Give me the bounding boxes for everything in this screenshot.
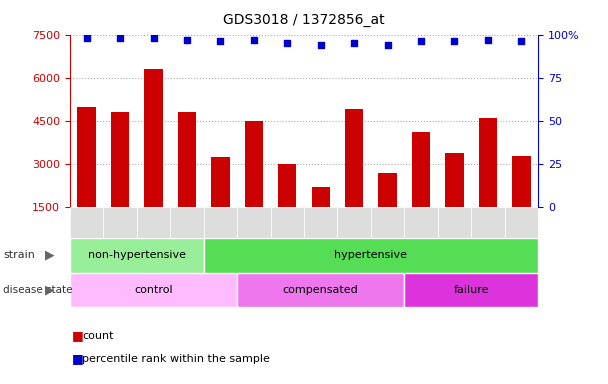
FancyBboxPatch shape xyxy=(137,207,170,238)
FancyBboxPatch shape xyxy=(70,273,237,307)
Point xyxy=(215,38,225,45)
Bar xyxy=(445,153,464,250)
Text: ▶: ▶ xyxy=(45,283,55,296)
Bar xyxy=(311,187,330,250)
Text: GDS3018 / 1372856_at: GDS3018 / 1372856_at xyxy=(223,13,385,27)
Point xyxy=(349,40,359,46)
FancyBboxPatch shape xyxy=(237,273,404,307)
FancyBboxPatch shape xyxy=(337,207,371,238)
Bar xyxy=(412,132,430,250)
FancyBboxPatch shape xyxy=(471,207,505,238)
Point xyxy=(282,40,292,46)
FancyBboxPatch shape xyxy=(170,207,204,238)
Text: ■: ■ xyxy=(72,353,83,366)
Bar xyxy=(77,107,96,250)
Bar xyxy=(345,109,364,250)
Text: count: count xyxy=(82,331,114,341)
FancyBboxPatch shape xyxy=(103,207,137,238)
FancyBboxPatch shape xyxy=(371,207,404,238)
Point xyxy=(517,38,527,45)
FancyBboxPatch shape xyxy=(237,207,271,238)
Text: percentile rank within the sample: percentile rank within the sample xyxy=(82,354,270,364)
Bar xyxy=(278,164,297,250)
FancyBboxPatch shape xyxy=(438,207,471,238)
FancyBboxPatch shape xyxy=(404,273,538,307)
Bar xyxy=(111,113,130,250)
Bar xyxy=(478,118,497,250)
Text: hypertensive: hypertensive xyxy=(334,250,407,260)
Point xyxy=(182,37,192,43)
FancyBboxPatch shape xyxy=(70,238,204,273)
FancyBboxPatch shape xyxy=(271,207,304,238)
FancyBboxPatch shape xyxy=(304,207,337,238)
Point xyxy=(148,35,158,41)
FancyBboxPatch shape xyxy=(70,207,103,238)
Text: failure: failure xyxy=(454,285,489,295)
Bar xyxy=(178,113,196,250)
Point xyxy=(115,35,125,41)
Point xyxy=(81,35,91,41)
Text: disease state: disease state xyxy=(3,285,72,295)
Bar xyxy=(144,69,163,250)
FancyBboxPatch shape xyxy=(505,207,538,238)
Text: ▶: ▶ xyxy=(45,249,55,262)
Text: control: control xyxy=(134,285,173,295)
Bar xyxy=(244,121,263,250)
Bar xyxy=(378,173,397,250)
Point xyxy=(383,42,393,48)
Bar xyxy=(512,156,531,250)
Text: ■: ■ xyxy=(72,329,83,343)
Text: non-hypertensive: non-hypertensive xyxy=(88,250,186,260)
Point xyxy=(416,38,426,45)
Text: strain: strain xyxy=(3,250,35,260)
Point xyxy=(316,42,326,48)
Point xyxy=(449,38,460,45)
Bar xyxy=(211,157,230,250)
FancyBboxPatch shape xyxy=(404,207,438,238)
FancyBboxPatch shape xyxy=(204,238,538,273)
FancyBboxPatch shape xyxy=(204,207,237,238)
Point xyxy=(249,37,259,43)
Point xyxy=(483,37,493,43)
Text: compensated: compensated xyxy=(283,285,359,295)
